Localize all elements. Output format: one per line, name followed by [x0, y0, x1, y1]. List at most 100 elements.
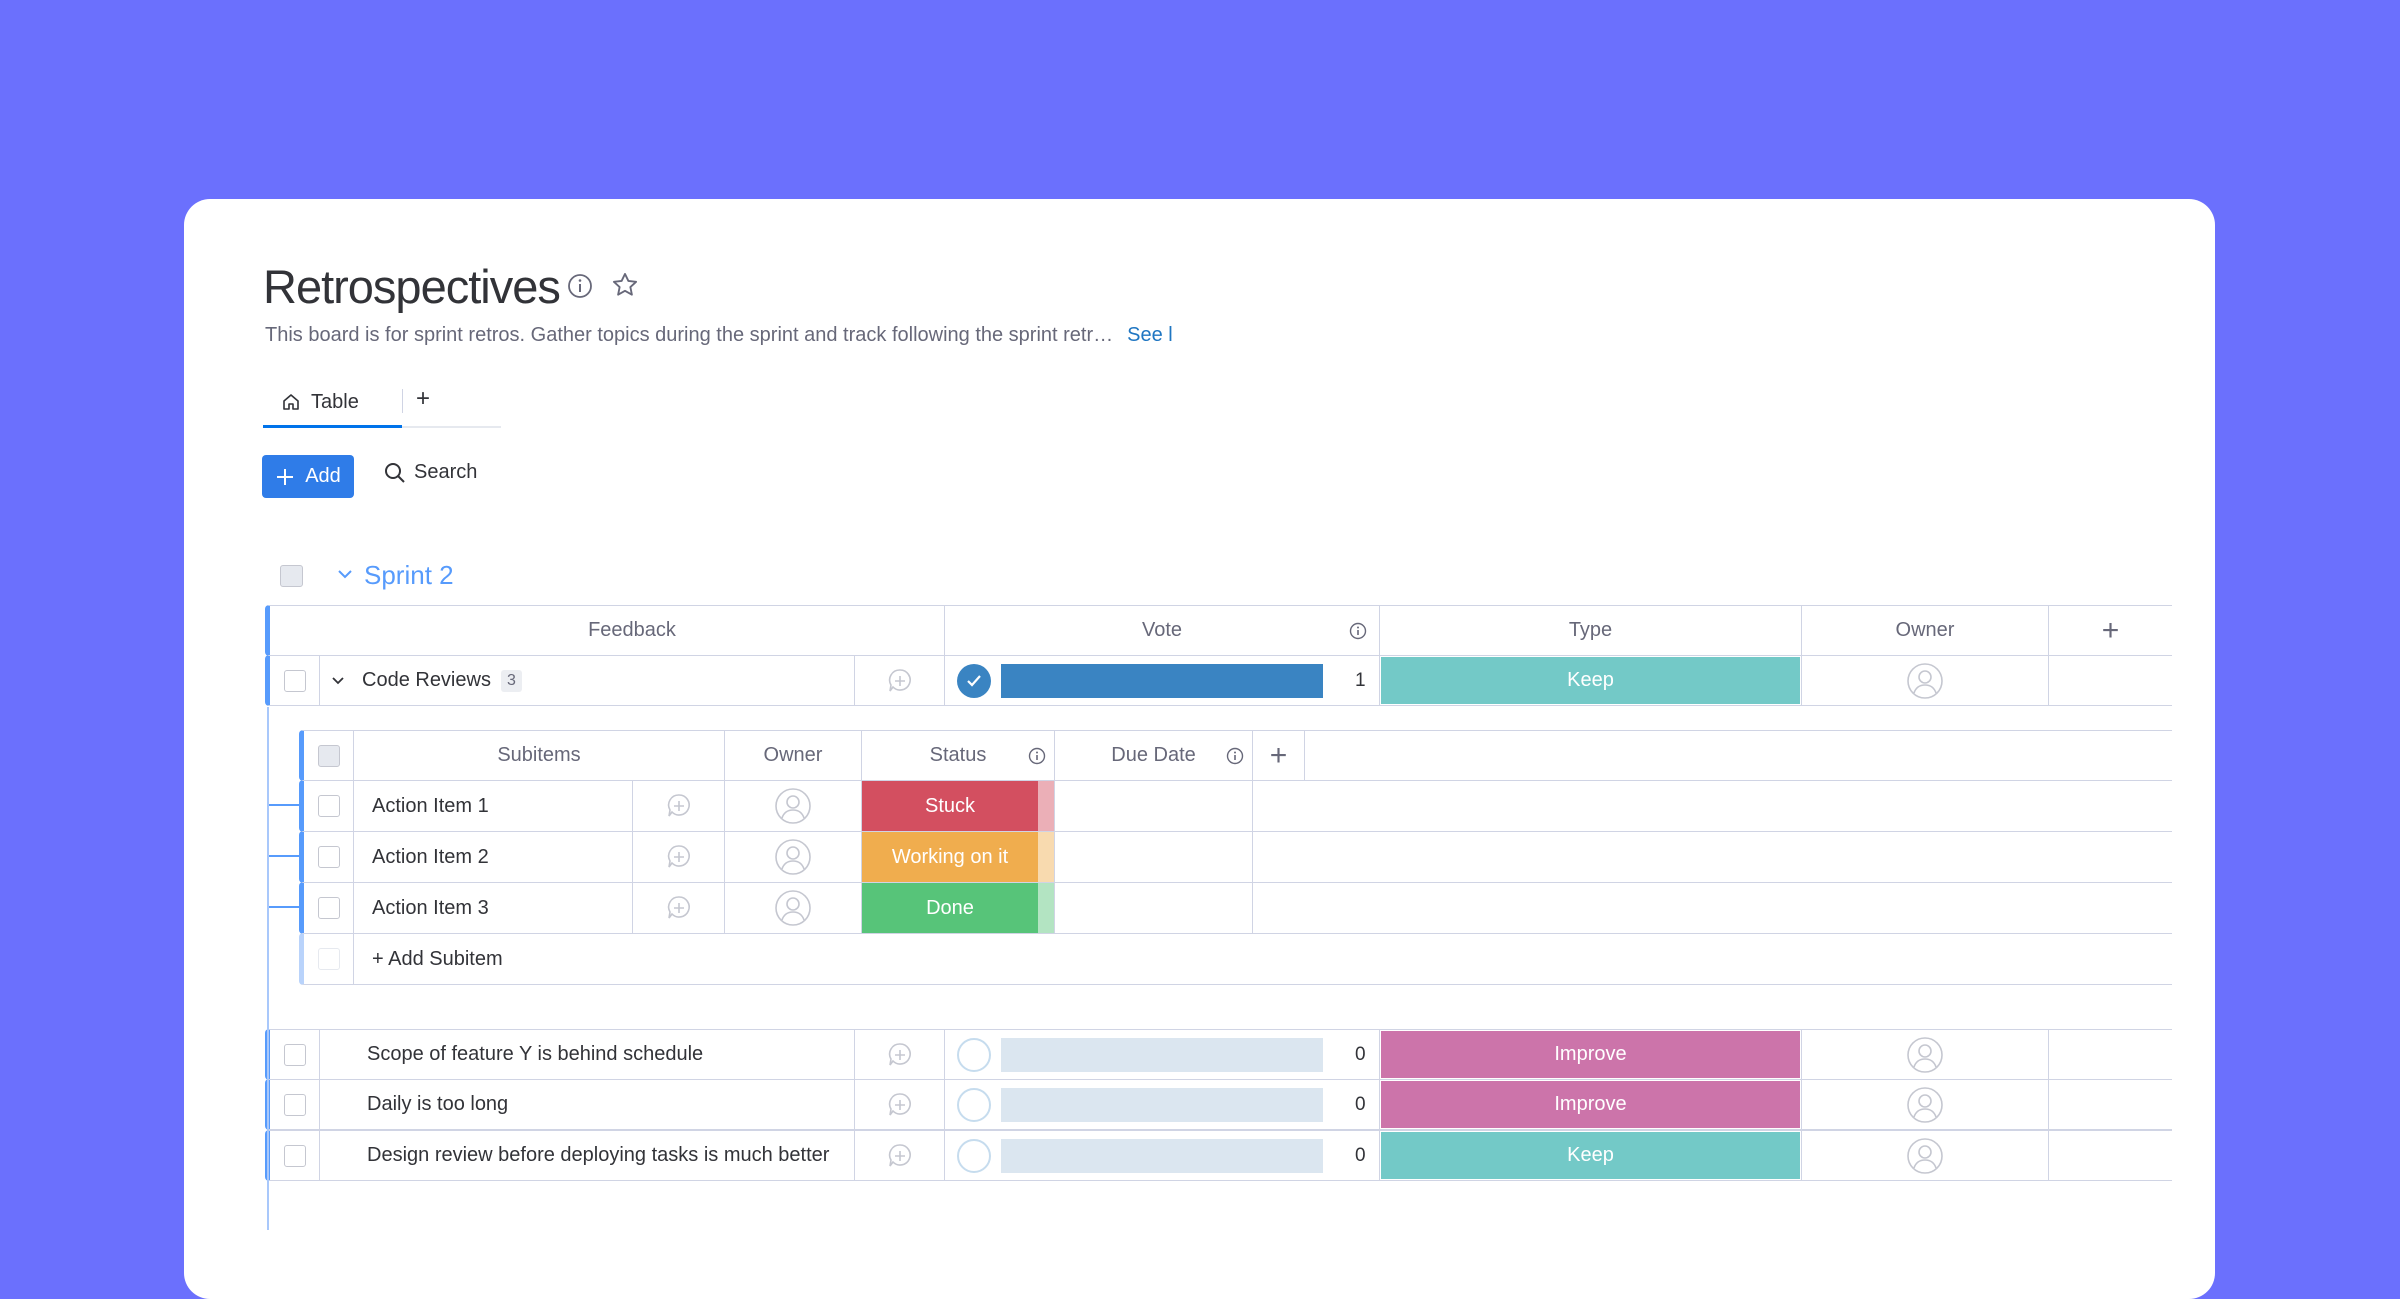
subitem-checkbox-cell	[304, 832, 354, 882]
subitems-select-all[interactable]	[317, 744, 340, 767]
add-update-button[interactable]	[855, 1131, 945, 1180]
item-name-cell[interactable]: Code Reviews 3	[320, 656, 855, 705]
subitem-tree-line	[267, 707, 269, 1230]
vote-bar	[1001, 1087, 1323, 1122]
status-cell[interactable]: Done	[862, 883, 1055, 933]
status-corner	[1038, 883, 1054, 933]
subitem-checkbox[interactable]	[317, 795, 340, 817]
subitem-name-cell[interactable]: Action Item 2	[354, 832, 633, 882]
row-checkbox[interactable]	[283, 1093, 306, 1116]
vote-cell[interactable]: 0	[945, 1131, 1380, 1180]
type-cell[interactable]: Improve	[1380, 1080, 1802, 1129]
row-checkbox[interactable]	[283, 669, 306, 692]
vote-cell[interactable]: 0	[945, 1030, 1380, 1079]
subitem-checkbox[interactable]	[317, 846, 340, 868]
item-name: Code Reviews	[362, 669, 491, 691]
see-more-link[interactable]: See l	[1127, 324, 1173, 346]
owner-cell[interactable]	[1802, 1131, 2049, 1180]
add-column-button[interactable]: +	[2101, 613, 2120, 647]
item-name-cell[interactable]: Scope of feature Y is behind schedule	[320, 1030, 855, 1079]
subitem-name-cell[interactable]: Action Item 1	[354, 781, 633, 831]
info-icon[interactable]	[1028, 747, 1046, 765]
owner-cell[interactable]	[1802, 656, 2049, 705]
vote-circle-icon[interactable]	[957, 1138, 991, 1173]
conversation-add-icon	[886, 1091, 914, 1119]
subitem-checkbox[interactable]	[317, 897, 340, 919]
add-update-button[interactable]	[633, 883, 725, 933]
status-cell[interactable]: Working on it	[862, 832, 1055, 882]
add-update-button[interactable]	[633, 781, 725, 831]
row-checkbox[interactable]	[283, 1144, 306, 1167]
subitem-owner-cell[interactable]	[725, 781, 862, 831]
group-checkbox[interactable]	[280, 565, 303, 587]
vote-cell[interactable]: 1	[945, 656, 1380, 705]
add-subcolumn-button[interactable]: +	[1253, 731, 1305, 780]
row-checkbox[interactable]	[283, 1043, 306, 1066]
subitem-row[interactable]: Action Item 1 Stuck	[299, 780, 2172, 832]
subitem-count-badge[interactable]: 3	[500, 669, 522, 692]
owner-cell[interactable]	[1802, 1080, 2049, 1129]
vote-check-icon[interactable]	[957, 663, 991, 698]
add-label: Add	[305, 465, 341, 487]
subitem-name-cell[interactable]: Action Item 3	[354, 883, 633, 933]
empty-cell	[2049, 1080, 2172, 1129]
add-update-button[interactable]	[855, 1080, 945, 1129]
item-name-cell[interactable]: Daily is too long	[320, 1080, 855, 1129]
column-vote[interactable]: Vote	[945, 606, 1380, 655]
info-icon[interactable]	[1226, 747, 1244, 765]
table-row[interactable]: Daily is too long 0 Improve	[265, 1079, 2172, 1130]
subitems-header: Subitems Owner Status Due Date +	[299, 730, 2172, 781]
chevron-down-icon[interactable]	[334, 563, 356, 585]
tree-branch	[269, 855, 299, 857]
add-item-button[interactable]: Add	[262, 455, 354, 498]
subitem-checkbox-cell	[304, 883, 354, 933]
type-cell[interactable]: Keep	[1380, 1131, 1802, 1180]
column-status[interactable]: Status	[862, 731, 1055, 780]
type-cell[interactable]: Keep	[1380, 656, 1802, 705]
due-date-cell[interactable]	[1055, 883, 1253, 933]
column-owner[interactable]: Owner	[1802, 606, 2049, 655]
subitem-row[interactable]: Action Item 3 Done	[299, 882, 2172, 934]
chevron-down-icon[interactable]	[330, 673, 346, 689]
vote-cell[interactable]: 0	[945, 1080, 1380, 1129]
vote-circle-icon[interactable]	[957, 1037, 991, 1072]
group-title[interactable]: Sprint 2	[364, 560, 454, 590]
subitem-owner-cell[interactable]	[725, 883, 862, 933]
empty-cell	[1253, 883, 2172, 933]
add-view-button[interactable]: +	[416, 385, 431, 412]
add-subitem-button[interactable]: + Add Subitem	[372, 947, 503, 970]
search-button[interactable]: Search	[384, 461, 477, 484]
table-row[interactable]: Code Reviews 3 1 Keep	[265, 655, 2172, 706]
info-icon[interactable]	[1349, 622, 1367, 640]
star-icon[interactable]	[611, 271, 639, 299]
status-corner	[1038, 832, 1054, 882]
header-spacer	[270, 606, 320, 655]
item-name-cell[interactable]: Design review before deploying tasks is …	[320, 1131, 855, 1180]
info-icon[interactable]	[567, 273, 593, 299]
column-feedback[interactable]: Feedback	[320, 606, 945, 655]
table-row[interactable]: Scope of feature Y is behind schedule 0 …	[265, 1029, 2172, 1080]
add-update-button[interactable]	[633, 832, 725, 882]
status-cell[interactable]: Stuck	[862, 781, 1055, 831]
avatar-icon	[1906, 1086, 1944, 1124]
column-sub-owner[interactable]: Owner	[725, 731, 862, 780]
table-row[interactable]: Design review before deploying tasks is …	[265, 1130, 2172, 1181]
tab-divider	[402, 389, 403, 413]
column-type[interactable]: Type	[1380, 606, 1802, 655]
vote-circle-icon[interactable]	[957, 1087, 991, 1122]
add-subitem-checkbox-cell	[304, 934, 354, 984]
subitem-row[interactable]: Action Item 2 Working on it	[299, 831, 2172, 883]
add-update-button[interactable]	[855, 1030, 945, 1079]
column-due-date[interactable]: Due Date	[1055, 731, 1253, 780]
column-subitems[interactable]: Subitems	[354, 731, 725, 780]
owner-cell[interactable]	[1802, 1030, 2049, 1079]
avatar-icon	[774, 889, 812, 927]
tab-table[interactable]: Table	[263, 379, 402, 428]
due-date-cell[interactable]	[1055, 781, 1253, 831]
due-date-cell[interactable]	[1055, 832, 1253, 882]
subitem-owner-cell[interactable]	[725, 832, 862, 882]
add-update-button[interactable]	[855, 656, 945, 705]
conversation-add-icon	[886, 667, 914, 695]
type-cell[interactable]: Improve	[1380, 1030, 1802, 1079]
add-subitem-row[interactable]: + Add Subitem	[299, 933, 2172, 985]
